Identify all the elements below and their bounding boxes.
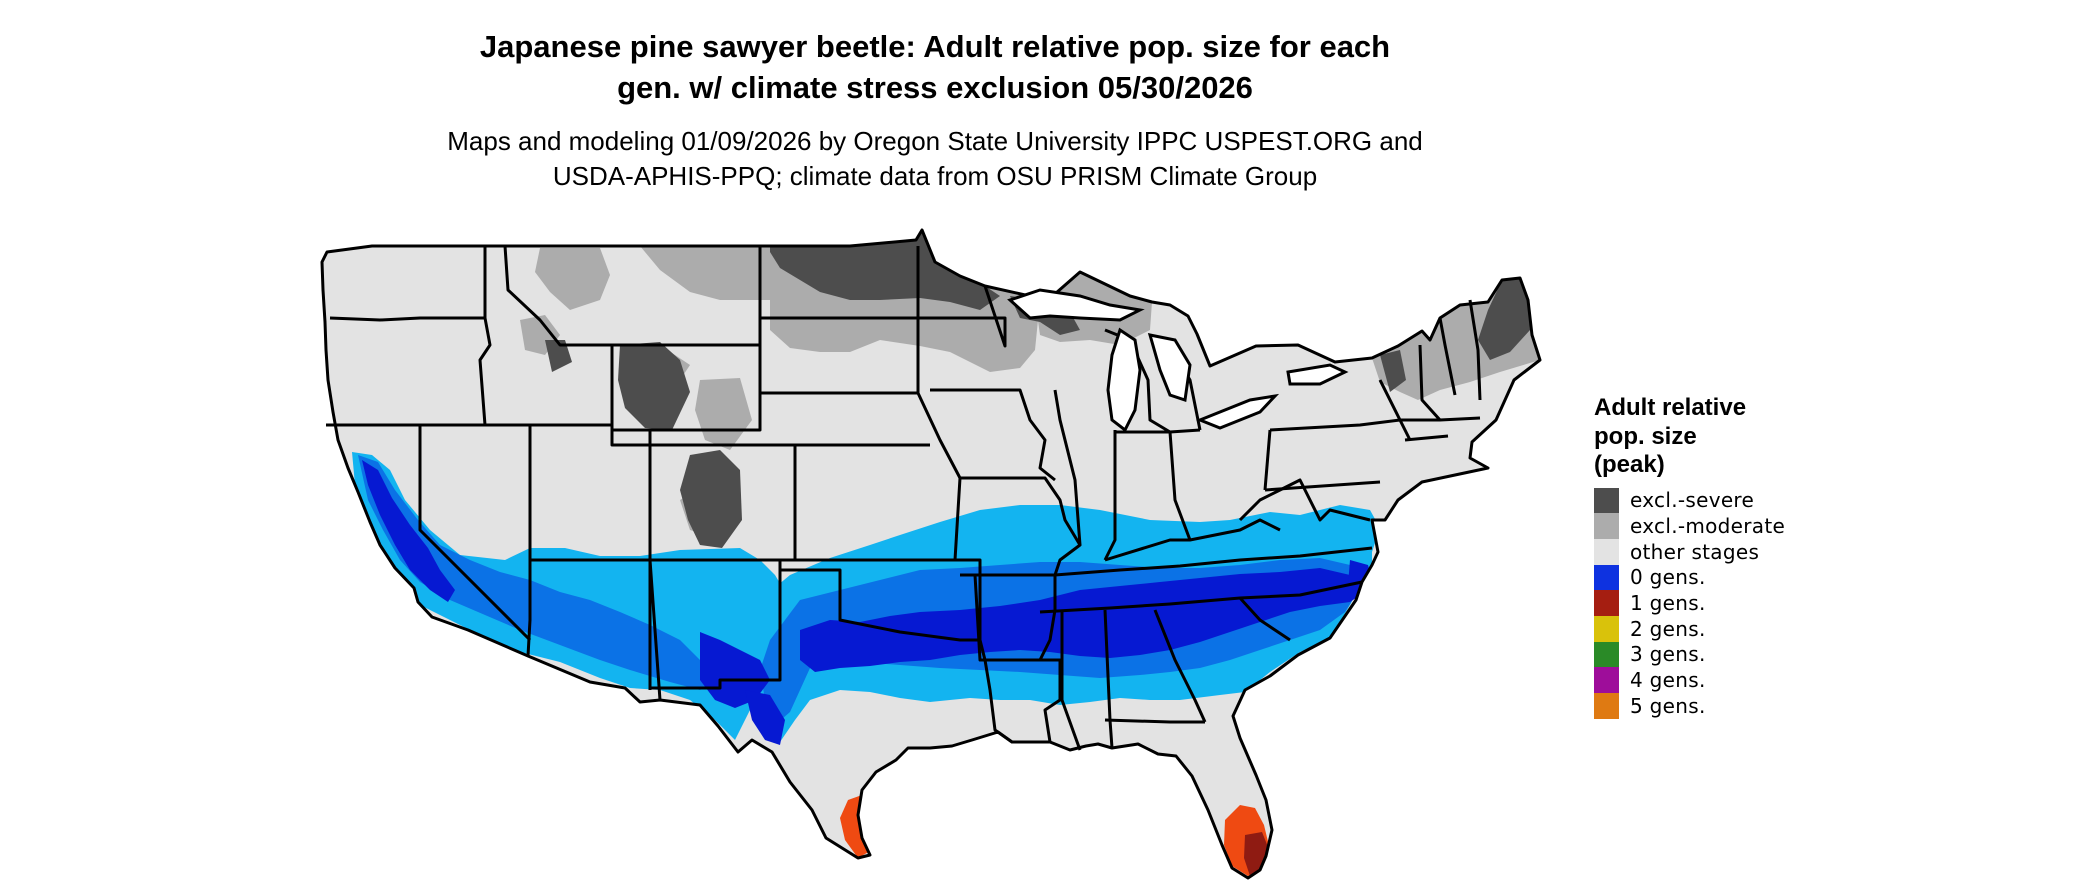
title-line-2: gen. w/ climate stress exclusion 05/30/2… <box>617 70 1253 105</box>
legend-item: 3 gens. <box>1594 641 1974 668</box>
deep-blue-zone-tx <box>745 690 785 745</box>
legend-label: 1 gens. <box>1630 591 1706 616</box>
legend-label: excl.-severe <box>1630 488 1755 513</box>
map-legend: Adult relative pop. size (peak) excl.-se… <box>1594 394 1974 719</box>
map-subtitle: Maps and modeling 01/09/2026 by Oregon S… <box>0 124 1870 194</box>
legend-swatch <box>1594 538 1619 565</box>
legend-title-line: Adult relative <box>1594 394 1747 421</box>
deep-blue-zone-west <box>362 460 455 602</box>
legend-label: 3 gens. <box>1630 642 1706 667</box>
legend-label: other stages <box>1630 539 1760 564</box>
legend-swatch <box>1594 615 1619 642</box>
great-lakes <box>1007 288 1349 433</box>
deep-blue-zone <box>800 568 1365 672</box>
subtitle-line-2: USDA-APHIS-PPQ; climate data from OSU PR… <box>552 161 1318 191</box>
legend-label: excl.-moderate <box>1630 514 1786 539</box>
legend-swatch <box>1594 564 1619 591</box>
us-map <box>320 228 1542 880</box>
title-line-1: Japanese pine sawyer beetle: Adult relat… <box>479 29 1391 64</box>
legend-label: 5 gens. <box>1630 693 1706 718</box>
lake-michigan <box>1106 327 1142 433</box>
legend-item: excl.-severe <box>1594 487 1974 514</box>
legend-label: 0 gens. <box>1630 565 1706 590</box>
legend-title-line: pop. size <box>1594 422 1697 450</box>
legend-item: 0 gens. <box>1594 564 1974 591</box>
subtitle-line-1: Maps and modeling 01/09/2026 by Oregon S… <box>447 126 1423 156</box>
lake-superior <box>1007 288 1145 322</box>
excl-severe-zones <box>545 230 1530 548</box>
legend-item: 5 gens. <box>1594 693 1974 719</box>
state-borders <box>320 228 1542 880</box>
mid-blue-zone-west <box>358 455 715 690</box>
legend-swatch <box>1594 487 1619 514</box>
legend-swatch <box>1594 590 1619 616</box>
legend-item: 4 gens. <box>1594 667 1974 693</box>
legend-swatch <box>1594 693 1619 719</box>
legend-title: Adult relative pop. size (peak) <box>1594 394 1974 480</box>
legend-item: other stages <box>1594 538 1974 565</box>
legend-swatch <box>1594 641 1619 668</box>
legend-swatch <box>1594 667 1619 693</box>
legend-label: 4 gens. <box>1630 668 1706 693</box>
legend-label: 2 gens. <box>1630 616 1706 641</box>
lake-ontario <box>1286 363 1349 386</box>
legend-item: excl.-moderate <box>1594 513 1974 539</box>
map-title: Japanese pine sawyer beetle: Adult relat… <box>0 26 1870 108</box>
legend-title-line: (peak) <box>1594 451 1665 478</box>
legend-item: 2 gens. <box>1594 615 1974 642</box>
legend-swatch <box>1594 513 1619 539</box>
lake-huron <box>1147 333 1192 402</box>
lake-erie <box>1195 393 1280 430</box>
legend-item: 1 gens. <box>1594 590 1974 616</box>
legend-items: excl.-severe excl.-moderate other stages 0 … <box>1594 487 1974 719</box>
